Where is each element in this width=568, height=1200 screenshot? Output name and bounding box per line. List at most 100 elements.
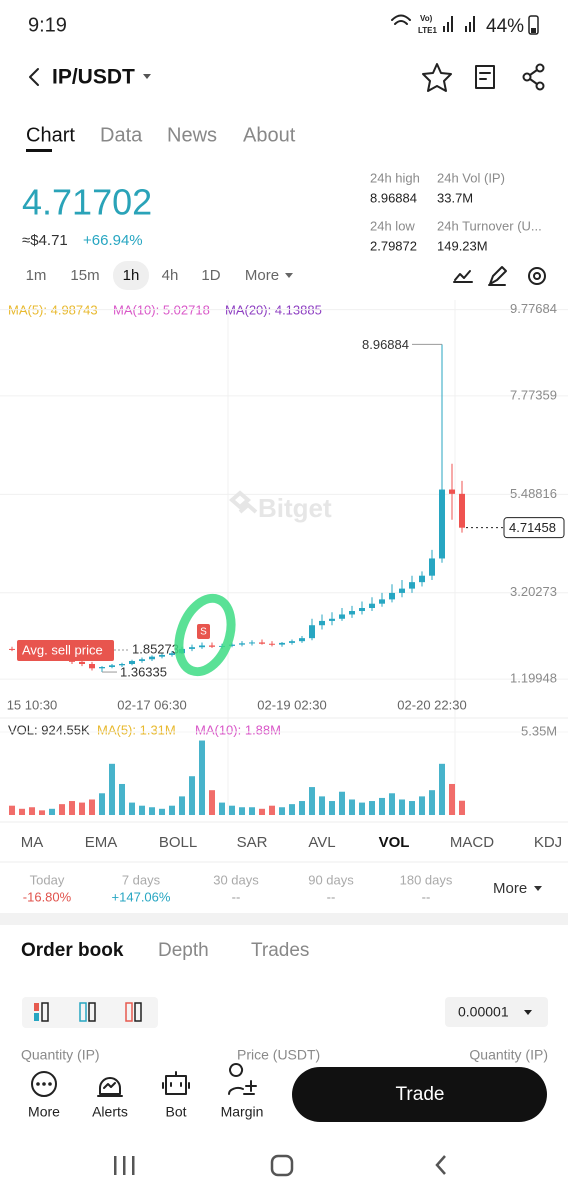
volume-bar	[189, 776, 195, 815]
volume-bar	[19, 808, 25, 815]
x-tick-label: 02-17 06:30	[117, 697, 186, 712]
volume-tick-label: 5.35M	[521, 723, 557, 738]
volume-bar	[269, 805, 275, 815]
share-icon[interactable]	[522, 63, 545, 91]
more-dots	[36, 1082, 52, 1086]
indicator-tab[interactable]: VOL	[379, 834, 410, 851]
usd-price: ≈$4.71	[22, 232, 68, 249]
tab[interactable]: News	[167, 124, 217, 146]
orderbook-tab[interactable]: Trades	[251, 940, 309, 961]
back-nav[interactable]	[435, 1155, 446, 1175]
tab[interactable]: Data	[100, 124, 143, 146]
volume-bar	[419, 796, 425, 815]
volume-bar	[49, 808, 55, 815]
volume-bar	[169, 805, 175, 815]
volume-bar	[29, 807, 35, 815]
home-button[interactable]	[270, 1154, 294, 1177]
indicator-tab[interactable]: KDJ	[534, 834, 562, 851]
candle-body	[299, 638, 305, 642]
bottom-nav-label[interactable]: Margin	[221, 1104, 264, 1120]
orderbook-tab[interactable]: Order book	[21, 940, 124, 961]
x-tick-label: 15 10:30	[7, 697, 58, 712]
volume-bar	[109, 763, 115, 815]
pair-caret[interactable]	[143, 74, 151, 79]
precision[interactable]: 0.00001	[458, 1004, 509, 1020]
indicator-tab[interactable]: AVL	[308, 834, 335, 851]
volume-bar	[449, 783, 455, 815]
high-label: 8.96884	[362, 337, 409, 352]
back-button[interactable]	[29, 68, 39, 86]
candle-body	[269, 643, 275, 645]
favorite-icon[interactable]	[422, 63, 452, 92]
tab-indicator	[26, 149, 52, 152]
volume-bar	[39, 810, 45, 815]
indicator-tab[interactable]: EMA	[85, 834, 118, 851]
pair-title[interactable]: IP/USDT	[52, 66, 135, 89]
volume-bar	[219, 802, 225, 815]
notes-icon[interactable]	[475, 65, 495, 89]
candle-body	[169, 653, 175, 655]
candle-body	[369, 603, 375, 608]
margin-icon[interactable]	[227, 1063, 257, 1095]
candle-body	[309, 625, 315, 639]
orderbook-tab[interactable]: Depth	[158, 940, 209, 961]
interval[interactable]: 1D	[201, 267, 220, 284]
indicator-tab[interactable]: MACD	[450, 834, 494, 851]
volume-bar	[319, 796, 325, 815]
section-gap	[0, 913, 568, 925]
alerts-icon[interactable]	[97, 1077, 123, 1097]
interval-caret[interactable]	[285, 273, 293, 278]
trade-button[interactable]	[292, 1067, 547, 1122]
network: LTE1	[418, 26, 438, 35]
draw-icon[interactable]	[488, 266, 507, 286]
sell-marker-label: S	[200, 627, 207, 638]
candle-body	[139, 659, 145, 661]
bottom-nav-label[interactable]: More	[28, 1104, 60, 1120]
settings-icon-core[interactable]	[533, 272, 541, 280]
tab[interactable]: About	[243, 124, 296, 146]
stat-label: 24h Turnover (U...	[437, 218, 542, 233]
settings-icon[interactable]	[528, 267, 546, 285]
interval[interactable]: More	[245, 267, 279, 284]
volume-bar	[199, 740, 205, 815]
precision-caret[interactable]	[524, 1010, 532, 1015]
indicator-tab[interactable]: BOLL	[159, 834, 197, 851]
volume-bar	[249, 807, 255, 815]
stat-value: 8.96884	[370, 190, 417, 205]
interval[interactable]: 4h	[162, 267, 179, 284]
performance-value: --	[422, 889, 431, 904]
candle-body	[279, 642, 285, 645]
layout-icons	[34, 1002, 142, 1022]
volume-bar	[229, 805, 235, 815]
indicator-icon[interactable]	[453, 270, 473, 283]
indicator-tab[interactable]: SAR	[237, 834, 268, 851]
tab[interactable]: Chart	[26, 124, 75, 146]
candle-body	[119, 664, 125, 666]
performance-more[interactable]: More	[493, 880, 527, 897]
volume-bar	[259, 808, 265, 815]
user-annotation	[174, 593, 236, 677]
interval[interactable]: 1m	[26, 267, 47, 284]
candle-body	[429, 558, 435, 576]
indicator-tab[interactable]: MA	[21, 834, 44, 851]
bot-icon[interactable]	[162, 1071, 190, 1095]
more-caret[interactable]	[534, 886, 542, 891]
candle-body	[339, 614, 345, 619]
recent-apps[interactable]	[114, 1156, 135, 1175]
candle-body	[389, 592, 395, 600]
precision-select[interactable]	[445, 997, 548, 1027]
column-header: Quantity (IP)	[469, 1047, 548, 1063]
interval[interactable]: 15m	[70, 267, 99, 284]
battery-level: 44%	[486, 16, 524, 37]
sell-marker	[197, 624, 210, 639]
bottom-nav-label[interactable]: Alerts	[92, 1104, 128, 1120]
more-icon[interactable]	[31, 1071, 57, 1097]
volume-bar	[179, 796, 185, 815]
trade-label[interactable]: Trade	[396, 1084, 445, 1105]
bottom-nav-label[interactable]: Bot	[165, 1104, 186, 1120]
layout-switch[interactable]	[22, 997, 158, 1028]
candle-body	[199, 645, 205, 648]
volume-bar	[299, 801, 305, 815]
interval[interactable]: 1h	[123, 267, 140, 284]
